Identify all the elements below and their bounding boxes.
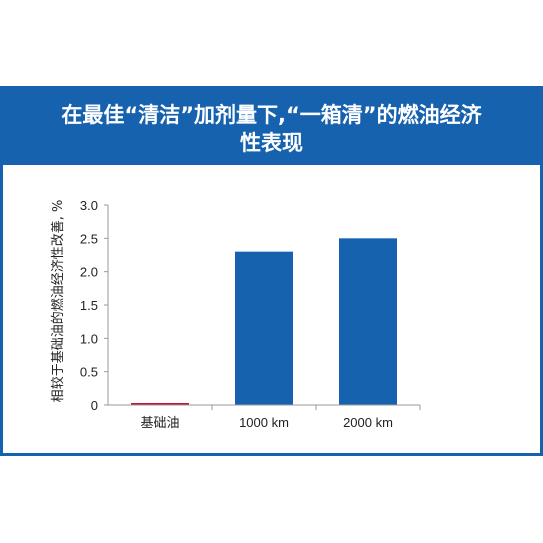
bar [131,403,189,405]
chart-title-line2: 性表现 [240,131,303,155]
y-tick-label: 0.5 [80,365,98,380]
bar [339,238,397,405]
x-tick-labels: 基础油 1000 km 2000 km [140,405,421,430]
bars [131,238,397,405]
chart-title-banner: 在最佳“清洁”加剂量下,“一箱清”的燃油经济 性表现 [3,89,540,165]
y-tick-label: 0 [91,398,98,413]
y-tick-label: 1.5 [80,298,98,313]
bar [235,251,293,405]
y-tick-label: 2.0 [80,265,98,280]
y-axis-label: 相较于基础油的燃油经济性改善, % [50,200,66,403]
x-tick-label: 1000 km [239,415,289,430]
chart-title-line1: 在最佳“清洁”加剂量下,“一箱清”的燃油经济 [61,103,482,127]
y-tick-label: 3.0 [80,198,98,213]
x-tick-label: 基础油 [140,415,179,430]
x-tick-label: 2000 km [343,415,393,430]
y-ticks: 0 0.5 1.0 1.5 2.0 2.5 3.0 [80,198,108,413]
y-tick-label: 2.5 [80,231,98,246]
y-tick-label: 1.0 [80,331,98,346]
